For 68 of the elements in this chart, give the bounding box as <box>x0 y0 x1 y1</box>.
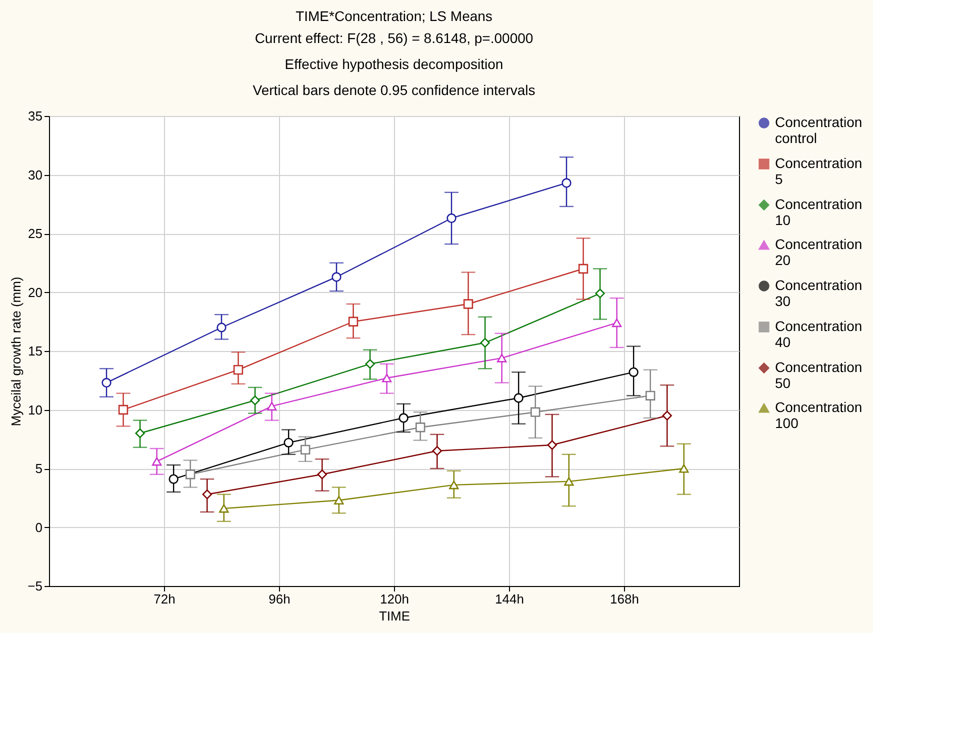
legend-label: Concentration 50 <box>775 359 862 391</box>
legend-label: Concentration 100 <box>775 399 862 431</box>
text: Effective hypothesis decomposition <box>284 56 504 72</box>
y-tick-label: 20 <box>28 284 42 300</box>
x-tick-label: 120h <box>380 592 409 606</box>
point <box>219 504 229 513</box>
point <box>102 378 112 388</box>
y-tick-label: 35 <box>28 108 42 124</box>
legend-label: Concentration 40 <box>775 318 862 350</box>
x-tick-label: 72h <box>154 592 176 606</box>
chart-subtitle: Current effect: F(28 , 56) = 8.6148, p=.00000 <box>254 30 534 46</box>
x-tick-label: 96h <box>268 592 290 606</box>
point <box>496 354 507 362</box>
point <box>365 359 375 369</box>
point <box>578 264 588 274</box>
y-tick-label: 30 <box>28 167 42 182</box>
point <box>118 404 128 415</box>
legend-label: Concentration 5 <box>775 155 862 187</box>
point <box>514 393 524 403</box>
y-tick-label: 10 <box>28 402 42 418</box>
legend-label: Concentration 10 <box>775 196 862 228</box>
point <box>334 496 344 504</box>
point <box>628 367 638 377</box>
point <box>612 318 622 328</box>
point <box>646 390 656 400</box>
point <box>284 438 294 448</box>
point <box>382 374 392 382</box>
y-tick-label: 15 <box>28 344 42 358</box>
point <box>595 288 605 298</box>
point <box>332 272 342 282</box>
point <box>300 444 310 455</box>
y-tick-label: −5 <box>28 578 42 594</box>
point <box>530 407 540 417</box>
point <box>152 457 162 466</box>
point <box>250 396 260 406</box>
point <box>233 364 244 375</box>
legend-label: Concentration control <box>775 114 862 146</box>
point <box>449 480 459 490</box>
point <box>679 464 689 473</box>
point <box>216 322 226 332</box>
point <box>547 440 557 450</box>
x-axis-title: TIME <box>378 608 410 624</box>
y-tick-label: 0 <box>35 520 42 535</box>
chart-title: TIME*Concentration; LS Means <box>296 8 492 24</box>
point <box>416 422 426 432</box>
point <box>480 338 490 348</box>
point <box>317 470 327 480</box>
point <box>135 428 145 438</box>
point <box>186 470 196 480</box>
point <box>202 490 212 500</box>
point <box>168 474 178 484</box>
point <box>432 446 442 456</box>
point <box>398 413 408 423</box>
y-tick-label: 5 <box>35 461 42 476</box>
text: Vertical bars denote 0.95 confidence intervals <box>252 82 536 98</box>
point <box>446 213 456 224</box>
y-tick-label: 25 <box>28 226 42 241</box>
point <box>266 402 277 410</box>
point <box>463 299 474 309</box>
y-axis-title: Myceilal growth rate (mm) <box>8 276 24 426</box>
point <box>564 477 574 486</box>
legend-label: Concentration 20 <box>775 236 862 268</box>
point <box>562 178 572 188</box>
legend-label: Concentration 30 <box>775 277 862 309</box>
point <box>662 410 672 420</box>
point <box>348 316 358 326</box>
x-tick-label: 144h <box>495 592 524 606</box>
x-tick-label: 168h <box>610 592 639 606</box>
